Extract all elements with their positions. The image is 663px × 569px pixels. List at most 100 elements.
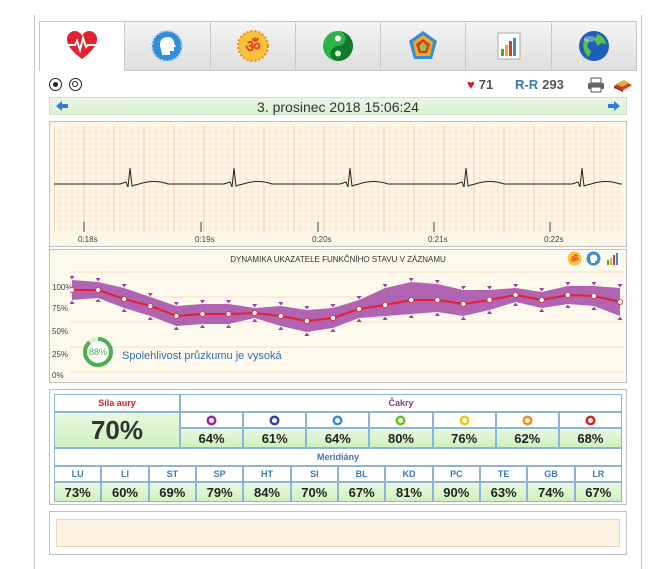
chakra-icon xyxy=(206,415,217,425)
chakra-value: 76% xyxy=(432,428,496,448)
range-marker xyxy=(330,304,336,308)
globe-icon xyxy=(578,31,609,61)
toolbar: ♥ 71 R-R 293 xyxy=(39,75,637,97)
chakra-value: 62% xyxy=(495,428,559,448)
range-marker xyxy=(539,288,545,292)
chakra-icon-cell xyxy=(369,412,433,428)
pulse-value: 71 xyxy=(478,77,494,92)
tab-bar: ॐ xyxy=(39,21,637,71)
chakra-icon xyxy=(522,415,533,425)
ecg-waveform xyxy=(54,126,622,232)
range-marker xyxy=(617,284,623,288)
series-line xyxy=(72,289,621,323)
meridian-value: 67% xyxy=(574,482,622,502)
data-point xyxy=(121,295,128,302)
data-point xyxy=(251,310,258,317)
head-profile-icon xyxy=(151,30,184,62)
range-marker xyxy=(226,300,232,304)
ecg-tick-label: 0:18s xyxy=(78,235,98,244)
tab-head[interactable] xyxy=(125,21,211,71)
range-marker xyxy=(434,280,440,284)
meridian-header: TE xyxy=(480,466,528,482)
print-icon[interactable] xyxy=(587,77,605,93)
range-marker xyxy=(70,300,75,304)
tab-globe[interactable] xyxy=(551,21,637,71)
meridian-value: 70% xyxy=(290,482,338,502)
y-axis-label: 100% xyxy=(52,283,73,292)
rr-readout: R-R 293 xyxy=(515,77,564,92)
head-profile-icon[interactable] xyxy=(586,251,601,266)
meridian-header: LU xyxy=(54,466,102,482)
range-marker xyxy=(460,316,466,320)
data-point xyxy=(303,318,310,325)
chakra-icon-cell xyxy=(495,412,559,428)
chakra-label: Čakry xyxy=(180,394,622,412)
range-marker xyxy=(70,276,75,280)
aura-label: Síla aury xyxy=(54,394,180,412)
book-icon[interactable] xyxy=(613,77,633,93)
range-marker xyxy=(330,328,336,332)
ecg-panel: 0:18s 0:19s 0:20s 0:21s 0:22s xyxy=(49,121,627,247)
date-bar: 3. prosinec 2018 15:06:24 xyxy=(49,97,627,115)
data-point xyxy=(617,298,624,305)
data-point xyxy=(408,296,415,303)
meridian-value: 69% xyxy=(148,482,196,502)
range-marker xyxy=(565,282,571,286)
range-marker xyxy=(199,324,205,328)
chakra-value: 64% xyxy=(306,428,370,448)
range-marker xyxy=(173,326,179,330)
app-window: ॐ xyxy=(34,0,642,569)
arrow-left-icon[interactable] xyxy=(56,101,68,111)
range-marker xyxy=(278,326,284,330)
bar-chart-icon[interactable] xyxy=(605,251,620,266)
y-axis-label: 0% xyxy=(52,371,64,380)
results-table: Síla aury 70% Čakry 64% 61% 64% 80% 76% 62% 68% Me… xyxy=(49,389,627,505)
data-point xyxy=(173,313,180,320)
range-marker xyxy=(147,293,153,297)
notes-panel xyxy=(49,511,627,555)
chakra-icon-cell xyxy=(432,412,496,428)
chakra-icon xyxy=(585,415,596,425)
range-marker xyxy=(356,318,362,322)
meridian-header: PC xyxy=(432,466,480,482)
aura-value: 70% xyxy=(54,412,180,448)
mode-radio-button-2[interactable] xyxy=(69,78,82,91)
dynamics-panel: DYNAMIKA UKAZATELE FUNKČNÍHO STAVU V ZÁZ… xyxy=(49,249,627,383)
meridian-value: 74% xyxy=(527,482,575,502)
reliability-gauge xyxy=(83,337,113,367)
tab-heart[interactable] xyxy=(39,21,126,71)
data-point xyxy=(434,296,441,303)
meridian-value: 84% xyxy=(243,482,291,502)
meridian-header: BL xyxy=(338,466,386,482)
meridian-header: HT xyxy=(243,466,291,482)
range-marker xyxy=(304,306,310,310)
tab-om[interactable]: ॐ xyxy=(210,21,296,71)
main-frame: ॐ xyxy=(34,15,642,569)
tab-bar-chart[interactable] xyxy=(466,21,552,71)
data-point xyxy=(564,291,571,298)
arrow-right-icon[interactable] xyxy=(608,101,620,111)
range-marker xyxy=(252,304,258,308)
pulse-readout: ♥ 71 xyxy=(467,77,493,92)
range-marker xyxy=(487,286,493,290)
notes-field[interactable] xyxy=(56,519,620,547)
svg-text:ॐ: ॐ xyxy=(245,37,261,57)
om-icon[interactable]: ॐ xyxy=(567,251,582,266)
chakra-value: 80% xyxy=(369,428,433,448)
range-marker xyxy=(121,284,127,288)
range-marker xyxy=(121,308,127,312)
y-axis-label: 50% xyxy=(52,327,69,336)
yin-yang-icon xyxy=(322,31,353,61)
meridian-value: 79% xyxy=(196,482,244,502)
meridian-header: SP xyxy=(196,466,244,482)
tab-yin-yang[interactable] xyxy=(295,21,382,71)
tab-pentagon[interactable] xyxy=(381,21,467,71)
mode-radio-button-1[interactable] xyxy=(49,78,62,91)
meridian-header: LI xyxy=(101,466,149,482)
meridian-value: 60% xyxy=(101,482,149,502)
svg-text:ॐ: ॐ xyxy=(570,254,578,265)
meridian-header: GB xyxy=(527,466,575,482)
data-point xyxy=(356,306,363,313)
meridian-value: 73% xyxy=(54,482,102,502)
range-marker xyxy=(591,306,597,310)
